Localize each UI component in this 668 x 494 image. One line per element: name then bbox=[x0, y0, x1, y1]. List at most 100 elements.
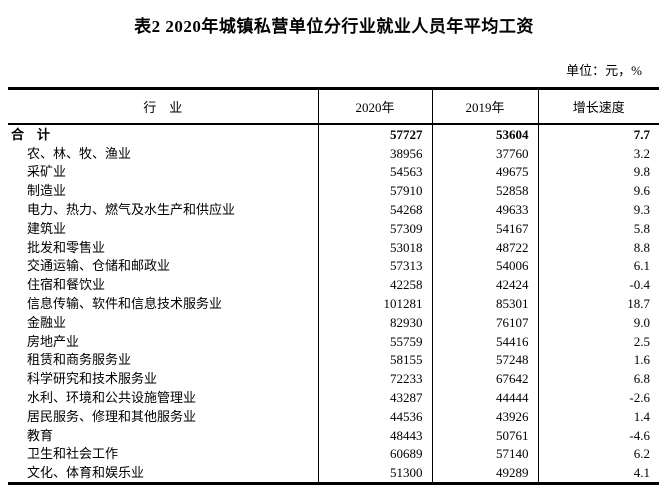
industry-cell: 电力、热力、燃气及水生产和供应业 bbox=[8, 200, 319, 219]
table-row: 批发和零售业 53018 48722 8.8 bbox=[8, 237, 659, 257]
value-2020-cell: 53018 bbox=[318, 237, 433, 257]
value-2020-cell: 58155 bbox=[318, 350, 433, 370]
table-row: 居民服务、修理和其他服务业 44536 43926 1.4 bbox=[8, 406, 659, 426]
table-row: 租赁和商务服务业 58155 57248 1.6 bbox=[8, 350, 659, 370]
table-row: 信息传输、软件和信息技术服务业 101281 85301 18.7 bbox=[8, 294, 659, 313]
value-2020-cell: 72233 bbox=[318, 369, 433, 389]
value-2020-cell: 42258 bbox=[318, 275, 433, 295]
industry-cell: 建筑业 bbox=[8, 218, 319, 238]
table-row: 文化、体育和娱乐业 51300 49289 4.1 bbox=[8, 463, 659, 484]
value-2019-cell: 54416 bbox=[432, 331, 539, 351]
value-2019-cell: 57248 bbox=[432, 350, 539, 370]
value-2020-cell: 38956 bbox=[318, 143, 433, 163]
industry-cell: 采矿业 bbox=[8, 162, 319, 182]
growth-cell: 1.4 bbox=[633, 408, 650, 424]
growth-cell: 7.7 bbox=[633, 126, 650, 142]
growth-cell: 5.8 bbox=[633, 220, 650, 236]
value-2020-cell: 57309 bbox=[318, 218, 433, 238]
growth-cell: 9.3 bbox=[633, 202, 650, 218]
value-2020-cell: 57727 bbox=[318, 124, 433, 144]
industry-cell: 批发和零售业 bbox=[8, 237, 319, 257]
industry-cell: 制造业 bbox=[8, 181, 319, 201]
table-row: 教育 48443 50761 -4.6 bbox=[8, 425, 659, 445]
table-row: 建筑业 57309 54167 5.8 bbox=[8, 218, 659, 238]
growth-cell: -0.4 bbox=[629, 277, 650, 293]
value-2020-cell: 54268 bbox=[318, 200, 433, 219]
col-header-2020: 2020年 bbox=[318, 88, 433, 125]
industry-cell: 交通运输、仓储和邮政业 bbox=[8, 256, 319, 276]
growth-cell: 9.0 bbox=[633, 314, 650, 330]
value-2019-cell: 76107 bbox=[432, 312, 539, 332]
wage-table: 行 业 2020年 2019年 增长速度 合 计 57727 53604 7.7… bbox=[8, 87, 659, 486]
growth-cell: 6.2 bbox=[633, 446, 650, 462]
value-2019-cell: 85301 bbox=[432, 294, 539, 313]
value-2019-cell: 57140 bbox=[432, 444, 539, 464]
table-row: 制造业 57910 52858 9.6 bbox=[8, 181, 659, 201]
value-2019-cell: 52858 bbox=[432, 181, 539, 201]
growth-cell: 6.8 bbox=[633, 371, 650, 387]
value-2019-cell: 43926 bbox=[432, 406, 539, 426]
value-2020-cell: 82930 bbox=[318, 312, 433, 332]
table-row: 住宿和餐饮业 42258 42424 -0.4 bbox=[8, 275, 659, 295]
value-2020-cell: 51300 bbox=[318, 463, 433, 484]
growth-cell: 8.8 bbox=[633, 239, 650, 255]
value-2019-cell: 49289 bbox=[432, 463, 539, 484]
table-row: 房地产业 55759 54416 2.5 bbox=[8, 331, 659, 351]
industry-cell: 住宿和餐饮业 bbox=[8, 275, 319, 295]
value-2019-cell: 49633 bbox=[432, 200, 539, 219]
value-2020-cell: 57313 bbox=[318, 256, 433, 276]
growth-cell: 3.2 bbox=[633, 145, 650, 161]
growth-cell: 9.6 bbox=[633, 183, 650, 199]
table-row-total: 合 计 57727 53604 7.7 bbox=[8, 124, 659, 144]
value-2019-cell: 67642 bbox=[432, 369, 539, 389]
growth-cell: 9.8 bbox=[633, 164, 650, 180]
industry-cell: 信息传输、软件和信息技术服务业 bbox=[8, 294, 319, 313]
col-header-industry: 行 业 bbox=[8, 88, 319, 125]
table-row: 电力、热力、燃气及水生产和供应业 54268 49633 9.3 bbox=[8, 200, 659, 219]
table-row: 农、林、牧、渔业 38956 37760 3.2 bbox=[8, 143, 659, 163]
industry-cell: 金融业 bbox=[8, 312, 319, 332]
industry-cell: 居民服务、修理和其他服务业 bbox=[8, 406, 319, 426]
value-2019-cell: 54167 bbox=[432, 218, 539, 238]
value-2019-cell: 48722 bbox=[432, 237, 539, 257]
growth-cell: -2.6 bbox=[629, 390, 650, 406]
value-2020-cell: 55759 bbox=[318, 331, 433, 351]
growth-cell: 2.5 bbox=[633, 333, 650, 349]
growth-cell: 18.7 bbox=[627, 296, 650, 312]
industry-cell: 卫生和社会工作 bbox=[8, 444, 319, 464]
value-2020-cell: 44536 bbox=[318, 406, 433, 426]
industry-cell: 农、林、牧、渔业 bbox=[8, 143, 319, 163]
industry-cell: 租赁和商务服务业 bbox=[8, 350, 319, 370]
industry-cell: 文化、体育和娱乐业 bbox=[8, 463, 319, 484]
value-2020-cell: 101281 bbox=[318, 294, 433, 313]
value-2019-cell: 37760 bbox=[432, 143, 539, 163]
value-2019-cell: 49675 bbox=[432, 162, 539, 182]
value-2019-cell: 42424 bbox=[432, 275, 539, 295]
table-row: 水利、环境和公共设施管理业 43287 44444 -2.6 bbox=[8, 388, 659, 407]
header-row: 行 业 2020年 2019年 增长速度 bbox=[8, 88, 659, 125]
table-row: 交通运输、仓储和邮政业 57313 54006 6.1 bbox=[8, 256, 659, 276]
industry-cell: 教育 bbox=[8, 425, 319, 445]
industry-cell: 合 计 bbox=[8, 124, 319, 144]
table-row: 采矿业 54563 49675 9.8 bbox=[8, 162, 659, 182]
value-2020-cell: 57910 bbox=[318, 181, 433, 201]
value-2019-cell: 53604 bbox=[432, 124, 539, 144]
growth-cell: 1.6 bbox=[633, 352, 650, 368]
value-2020-cell: 43287 bbox=[318, 388, 433, 407]
table-row: 科学研究和技术服务业 72233 67642 6.8 bbox=[8, 369, 659, 389]
growth-cell: 6.1 bbox=[633, 258, 650, 274]
value-2019-cell: 50761 bbox=[432, 425, 539, 445]
value-2020-cell: 60689 bbox=[318, 444, 433, 464]
value-2019-cell: 54006 bbox=[432, 256, 539, 276]
col-header-2019: 2019年 bbox=[432, 88, 539, 125]
value-2019-cell: 44444 bbox=[432, 388, 539, 407]
col-header-growth: 增长速度 bbox=[538, 88, 659, 125]
growth-cell: -4.6 bbox=[629, 427, 650, 443]
table-title: 表2 2020年城镇私营单位分行业就业人员年平均工资 bbox=[134, 17, 534, 36]
growth-cell: 4.1 bbox=[633, 465, 650, 481]
unit-note: 单位：元，% bbox=[566, 63, 642, 78]
industry-cell: 水利、环境和公共设施管理业 bbox=[8, 388, 319, 407]
industry-cell: 科学研究和技术服务业 bbox=[8, 369, 319, 389]
industry-cell: 房地产业 bbox=[8, 331, 319, 351]
